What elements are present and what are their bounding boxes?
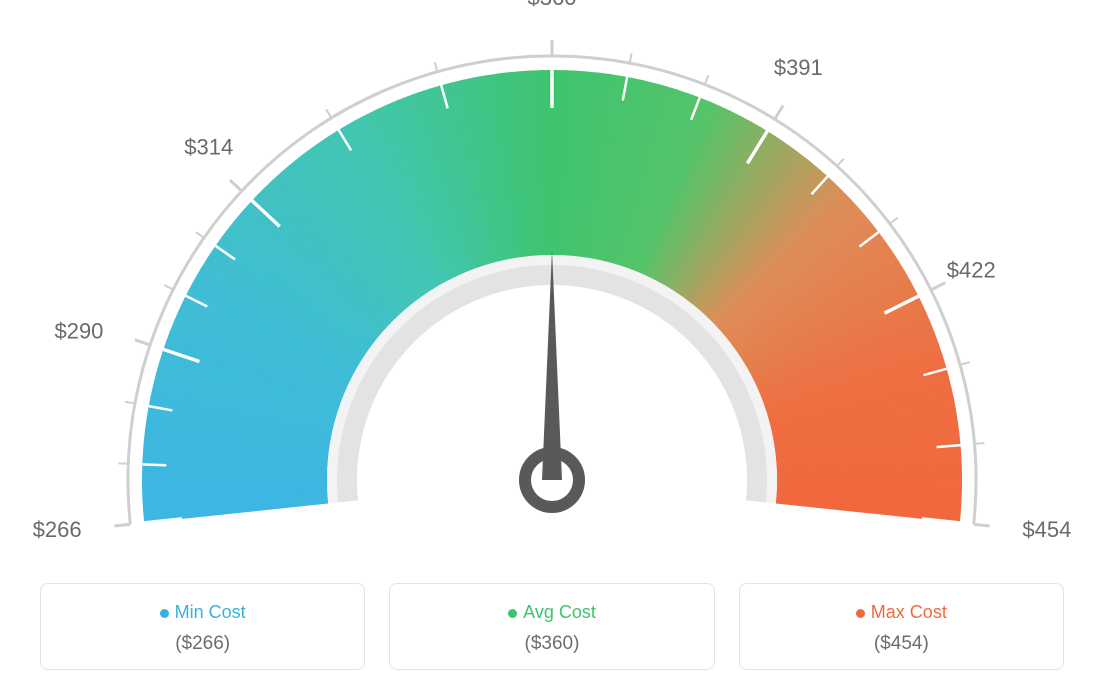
tick-label: $454 (1022, 517, 1071, 542)
legend-title: Avg Cost (402, 602, 701, 623)
legend-card: Max Cost ($454) (739, 583, 1064, 670)
legend-label: Max Cost (871, 602, 947, 622)
legend-value: ($266) (53, 633, 352, 655)
cost-gauge-chart: $266 $290 $314 $360 $391 $422 $454 Min Cost ($2… (0, 0, 1104, 690)
legend-title: Max Cost (752, 602, 1051, 623)
tick-label: $290 (54, 319, 103, 344)
tick-label: $360 (528, 0, 577, 10)
tick-label: $266 (33, 517, 82, 542)
legend-dot-icon (856, 609, 865, 618)
tick-label: $314 (184, 134, 233, 159)
legend-row: Min Cost ($266) Avg Cost ($360) Max Cost ($45… (0, 583, 1104, 670)
legend-card: Avg Cost ($360) (389, 583, 714, 670)
legend-label: Min Cost (175, 602, 246, 622)
tick-label: $422 (947, 258, 996, 283)
tick-label: $391 (774, 55, 823, 80)
legend-dot-icon (508, 609, 517, 618)
legend-card: Min Cost ($266) (40, 583, 365, 670)
legend-dot-icon (160, 609, 169, 618)
legend-value: ($360) (402, 633, 701, 655)
legend-title: Min Cost (53, 602, 352, 623)
legend-value: ($454) (752, 633, 1051, 655)
legend-label: Avg Cost (523, 602, 596, 622)
